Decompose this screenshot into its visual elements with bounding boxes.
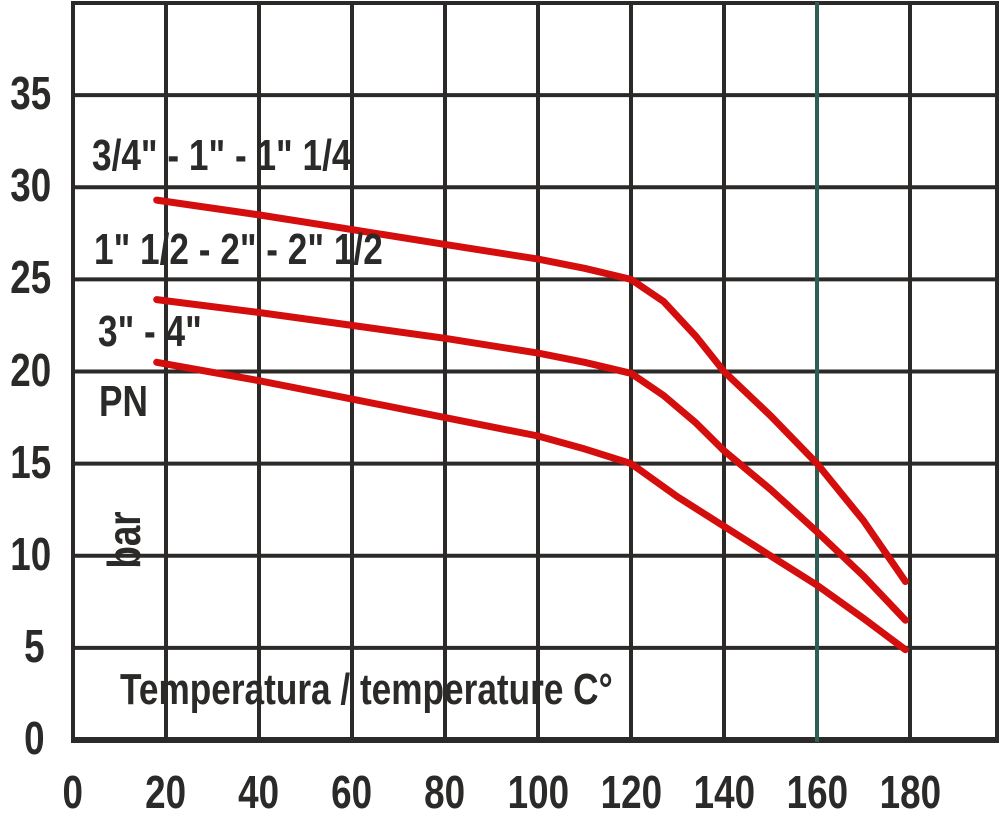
x-tick-label-text: 40	[238, 766, 280, 813]
curve-3	[153, 358, 909, 654]
y-tick-label: 5	[0, 623, 45, 669]
x-tick-label: 20	[96, 766, 236, 813]
x-tick-label: 140	[654, 766, 794, 813]
series-label-large-sizes: 3" - 4"	[98, 310, 228, 354]
x-tick-label: 0	[3, 766, 143, 813]
x-tick-label-text: 20	[145, 766, 187, 813]
series-label-small-sizes-text: 3/4" - 1" - 1" 1/4	[92, 131, 352, 180]
y-axis-unit-label-text: bar	[98, 511, 150, 569]
x-tick-label: 180	[840, 766, 980, 813]
y-tick-label: 25	[0, 254, 51, 300]
curve-1	[153, 196, 909, 585]
x-tick-label-text: 60	[331, 766, 373, 813]
x-axis-title: Temperatura / temperature C°	[120, 666, 736, 714]
y-tick-label-text: 35	[10, 67, 52, 120]
y-tick-label-text: 15	[10, 435, 52, 488]
y-axis-pn-label-text: PN	[99, 377, 148, 426]
x-tick-label: 40	[189, 766, 329, 813]
y-tick-label-text: 10	[10, 527, 52, 580]
series-label-medium-sizes-text: 1" 1/2 - 2" - 2" 1/2	[94, 225, 383, 274]
y-tick-label: 20	[0, 347, 51, 393]
y-tick-label: 10	[0, 531, 51, 577]
x-tick-label-text: 100	[507, 766, 569, 813]
y-tick-label-text: 20	[10, 343, 52, 396]
series-label-small-sizes: 3/4" - 1" - 1" 1/4	[92, 134, 416, 178]
y-tick-label-text: 0	[24, 712, 45, 764]
y-axis-unit-label: bar	[98, 504, 150, 576]
x-tick-label-text: 80	[424, 766, 466, 813]
x-tick-label: 80	[375, 766, 515, 813]
x-tick-label: 120	[561, 766, 701, 813]
x-tick-label: 60	[282, 766, 422, 813]
y-tick-label: 15	[0, 439, 51, 485]
x-tick-label-text: 140	[693, 766, 755, 813]
x-tick-label-text: 160	[786, 766, 848, 813]
series-label-large-sizes-text: 3" - 4"	[98, 307, 202, 356]
y-tick-label: 0	[0, 715, 45, 761]
y-tick-label-text: 25	[10, 251, 52, 304]
x-tick-label-text: 120	[600, 766, 662, 813]
y-tick-label-text: 5	[24, 619, 45, 672]
y-tick-label: 30	[0, 162, 51, 208]
x-tick-label: 100	[468, 766, 608, 813]
x-tick-label-text: 0	[62, 766, 84, 813]
series-label-medium-sizes: 1" 1/2 - 2" - 2" 1/2	[94, 228, 455, 272]
y-axis-pn-label: PN	[99, 380, 160, 424]
x-axis-title-text: Temperatura / temperature C°	[120, 665, 613, 714]
y-tick-label-text: 30	[10, 159, 52, 212]
x-tick-label-text: 180	[879, 766, 941, 813]
y-tick-label: 35	[0, 70, 51, 116]
curve-2	[153, 296, 909, 624]
x-tick-label: 160	[747, 766, 887, 813]
